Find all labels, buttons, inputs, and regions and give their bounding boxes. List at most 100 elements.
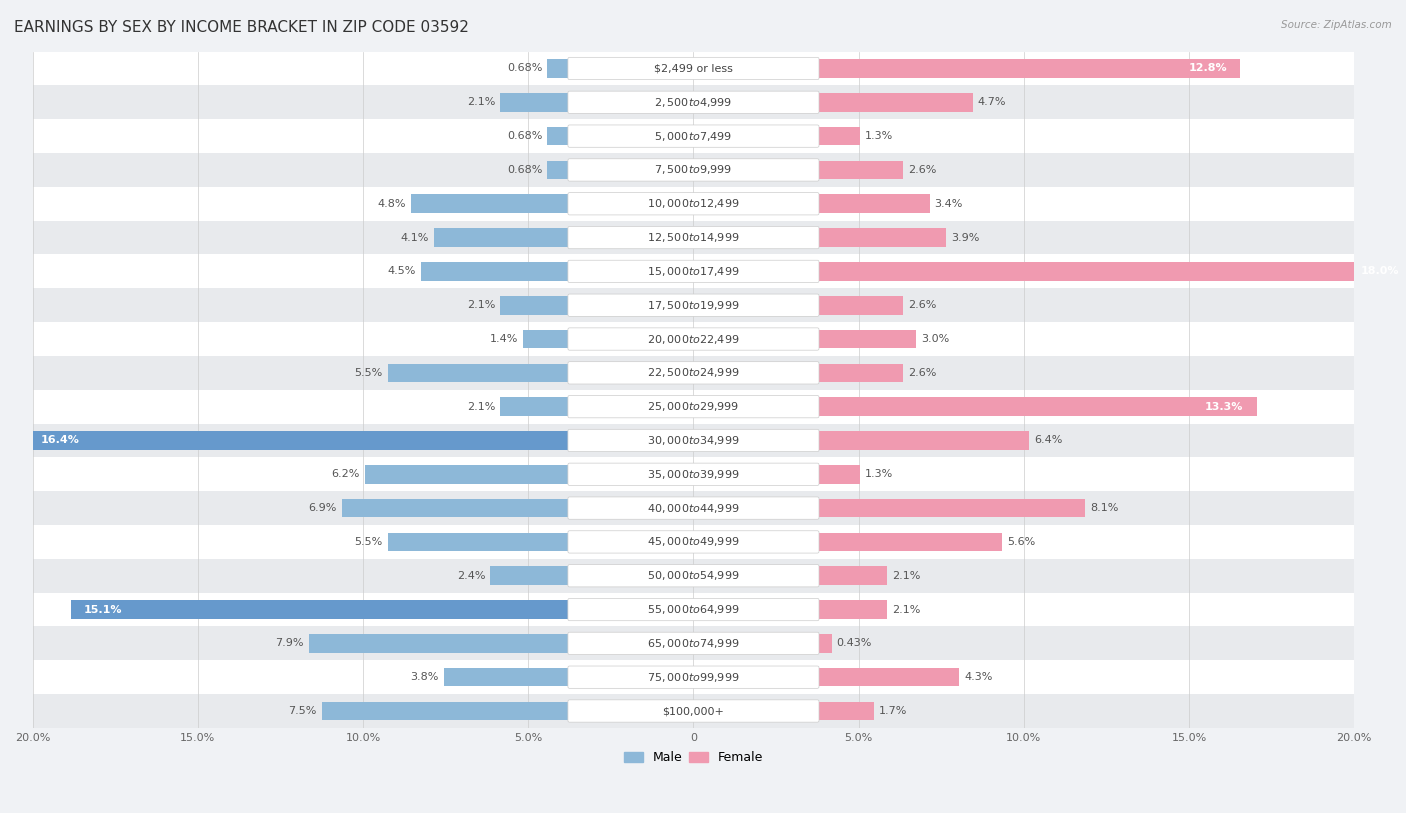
Text: 2.4%: 2.4% xyxy=(457,571,485,580)
Bar xyxy=(32,153,1354,187)
Text: $50,000 to $54,999: $50,000 to $54,999 xyxy=(647,569,740,582)
Text: 3.0%: 3.0% xyxy=(921,334,949,344)
Bar xyxy=(32,51,1354,85)
Text: $7,500 to $9,999: $7,500 to $9,999 xyxy=(654,163,733,176)
Bar xyxy=(817,465,860,484)
Bar xyxy=(32,593,1354,627)
Text: 2.6%: 2.6% xyxy=(908,300,936,311)
Text: $5,000 to $7,499: $5,000 to $7,499 xyxy=(654,129,733,142)
Text: 18.0%: 18.0% xyxy=(1361,267,1399,276)
FancyBboxPatch shape xyxy=(568,260,820,283)
Bar xyxy=(28,431,569,450)
Text: 2.1%: 2.1% xyxy=(467,402,495,411)
FancyBboxPatch shape xyxy=(568,666,820,689)
Text: $65,000 to $74,999: $65,000 to $74,999 xyxy=(647,637,740,650)
Bar xyxy=(501,398,569,416)
Bar xyxy=(388,533,569,551)
Text: 3.9%: 3.9% xyxy=(950,233,980,242)
Text: 3.4%: 3.4% xyxy=(935,198,963,209)
Bar xyxy=(322,702,569,720)
Bar xyxy=(32,187,1354,220)
Bar xyxy=(32,322,1354,356)
Bar xyxy=(817,668,959,686)
Bar xyxy=(817,431,1029,450)
Text: 8.1%: 8.1% xyxy=(1090,503,1118,513)
Bar xyxy=(32,120,1354,153)
Bar xyxy=(817,194,929,213)
Legend: Male, Female: Male, Female xyxy=(619,746,768,769)
Text: 1.3%: 1.3% xyxy=(865,131,893,141)
Bar xyxy=(32,424,1354,458)
Text: 1.4%: 1.4% xyxy=(489,334,519,344)
Text: 2.1%: 2.1% xyxy=(467,300,495,311)
Bar xyxy=(342,499,569,517)
Text: 1.7%: 1.7% xyxy=(879,706,907,716)
Text: 4.1%: 4.1% xyxy=(401,233,429,242)
Text: $17,500 to $19,999: $17,500 to $19,999 xyxy=(647,298,740,311)
Bar xyxy=(817,262,1406,280)
Text: $100,000+: $100,000+ xyxy=(662,706,724,716)
Bar xyxy=(817,634,831,653)
FancyBboxPatch shape xyxy=(568,159,820,181)
Bar xyxy=(444,668,569,686)
Text: $40,000 to $44,999: $40,000 to $44,999 xyxy=(647,502,740,515)
Text: 15.1%: 15.1% xyxy=(84,605,122,615)
Text: 3.8%: 3.8% xyxy=(411,672,439,682)
Text: 2.1%: 2.1% xyxy=(891,605,920,615)
Text: $12,500 to $14,999: $12,500 to $14,999 xyxy=(647,231,740,244)
Text: 5.6%: 5.6% xyxy=(1007,537,1036,547)
Bar xyxy=(420,262,569,280)
FancyBboxPatch shape xyxy=(568,633,820,654)
Text: 16.4%: 16.4% xyxy=(41,436,80,446)
Text: 4.7%: 4.7% xyxy=(977,98,1007,107)
Text: 4.5%: 4.5% xyxy=(388,267,416,276)
Text: Source: ZipAtlas.com: Source: ZipAtlas.com xyxy=(1281,20,1392,30)
Text: $75,000 to $99,999: $75,000 to $99,999 xyxy=(647,671,740,684)
Bar xyxy=(32,389,1354,424)
Text: 2.6%: 2.6% xyxy=(908,367,936,378)
Text: $22,500 to $24,999: $22,500 to $24,999 xyxy=(647,367,740,380)
Bar xyxy=(817,59,1240,78)
Text: 4.3%: 4.3% xyxy=(965,672,993,682)
Text: 5.5%: 5.5% xyxy=(354,537,382,547)
Bar xyxy=(817,363,903,382)
Text: 7.9%: 7.9% xyxy=(276,638,304,649)
Bar xyxy=(501,93,569,111)
Text: 4.8%: 4.8% xyxy=(378,198,406,209)
Bar xyxy=(817,228,946,247)
Text: EARNINGS BY SEX BY INCOME BRACKET IN ZIP CODE 03592: EARNINGS BY SEX BY INCOME BRACKET IN ZIP… xyxy=(14,20,470,35)
Bar xyxy=(32,559,1354,593)
Text: $20,000 to $22,499: $20,000 to $22,499 xyxy=(647,333,740,346)
FancyBboxPatch shape xyxy=(568,58,820,80)
Text: $10,000 to $12,499: $10,000 to $12,499 xyxy=(647,198,740,211)
FancyBboxPatch shape xyxy=(568,700,820,722)
Text: 6.9%: 6.9% xyxy=(308,503,336,513)
Bar xyxy=(32,491,1354,525)
Bar xyxy=(817,567,887,585)
Bar xyxy=(817,533,1002,551)
Bar xyxy=(547,59,569,78)
Bar xyxy=(817,161,903,179)
Bar xyxy=(817,398,1257,416)
FancyBboxPatch shape xyxy=(568,395,820,418)
FancyBboxPatch shape xyxy=(568,497,820,520)
Bar xyxy=(32,525,1354,559)
Text: 0.68%: 0.68% xyxy=(506,131,543,141)
Bar xyxy=(817,600,887,619)
Bar xyxy=(32,458,1354,491)
Bar xyxy=(817,93,973,111)
FancyBboxPatch shape xyxy=(568,226,820,249)
FancyBboxPatch shape xyxy=(568,91,820,114)
FancyBboxPatch shape xyxy=(568,193,820,215)
Bar xyxy=(523,330,569,348)
Bar xyxy=(32,356,1354,389)
Bar xyxy=(308,634,569,653)
Text: 0.68%: 0.68% xyxy=(506,165,543,175)
Text: $25,000 to $29,999: $25,000 to $29,999 xyxy=(647,400,740,413)
Bar xyxy=(70,600,569,619)
FancyBboxPatch shape xyxy=(568,463,820,485)
Bar xyxy=(32,289,1354,322)
Text: 1.3%: 1.3% xyxy=(865,469,893,480)
FancyBboxPatch shape xyxy=(568,294,820,316)
Bar xyxy=(817,296,903,315)
